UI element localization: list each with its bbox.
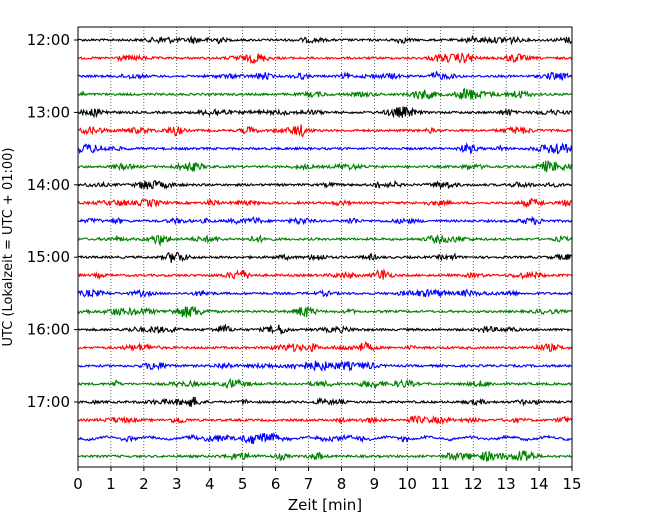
seismic-trace	[77, 106, 573, 119]
seismic-trace	[77, 87, 573, 100]
seismic-trace	[77, 34, 573, 46]
seismic-trace	[77, 415, 573, 426]
y-axis-ticks: 12:00 13:00 14:00 15:00 16:00 17:00	[27, 31, 78, 411]
x-tick-label: 11	[431, 475, 450, 493]
seismic-trace	[77, 233, 573, 247]
seismic-trace	[77, 396, 573, 408]
x-tick-label: 14	[530, 475, 549, 493]
x-tick-label: 5	[238, 475, 248, 493]
seismic-trace	[77, 124, 573, 138]
seismic-trace	[77, 71, 573, 81]
seismic-trace	[77, 197, 573, 209]
y-tick-label: 13:00	[27, 103, 70, 121]
y-tick-label: 16:00	[27, 321, 70, 339]
seismic-trace	[77, 377, 573, 390]
seismic-trace	[77, 360, 573, 373]
x-axis-label: Zeit [min]	[288, 496, 362, 514]
seismic-trace	[77, 341, 573, 352]
x-tick-label: 2	[139, 475, 149, 493]
seismic-trace	[77, 215, 573, 226]
x-tick-label: 10	[398, 475, 417, 493]
x-tick-label: 3	[172, 475, 182, 493]
y-axis-label: UTC (Lokalzeit = UTC + 01:00)	[1, 148, 16, 347]
seismic-trace	[77, 450, 573, 462]
x-tick-label: 0	[73, 475, 83, 493]
x-tick-label: 4	[205, 475, 215, 493]
x-tick-label: 15	[562, 475, 581, 493]
trace-layer	[77, 34, 573, 462]
seismic-trace	[77, 141, 573, 155]
seismic-trace	[77, 431, 573, 445]
seismic-trace	[77, 323, 573, 335]
x-tick-label: 13	[497, 475, 516, 493]
seismic-trace	[77, 160, 573, 173]
seismic-trace	[77, 52, 573, 65]
seismic-trace	[77, 268, 573, 280]
y-tick-label: 12:00	[27, 31, 70, 49]
seismic-trace	[77, 179, 573, 190]
x-tick-label: 7	[304, 475, 314, 493]
y-tick-label: 15:00	[27, 248, 70, 266]
grid-layer	[110, 27, 540, 467]
x-tick-label: 8	[337, 475, 347, 493]
x-tick-label: 6	[271, 475, 281, 493]
x-tick-label: 12	[464, 475, 483, 493]
y-tick-label: 17:00	[27, 393, 70, 411]
y-tick-label: 14:00	[27, 176, 70, 194]
seismic-trace	[77, 305, 573, 318]
x-axis-ticks: 0 1 2 3 4 5 6 7 8 9 10 11 12 13 14 15	[73, 467, 582, 493]
x-tick-label: 1	[106, 475, 116, 493]
x-tick-label: 9	[370, 475, 380, 493]
seismic-trace	[77, 288, 573, 298]
seismic-trace	[77, 251, 573, 264]
plot-frame	[77, 26, 573, 468]
